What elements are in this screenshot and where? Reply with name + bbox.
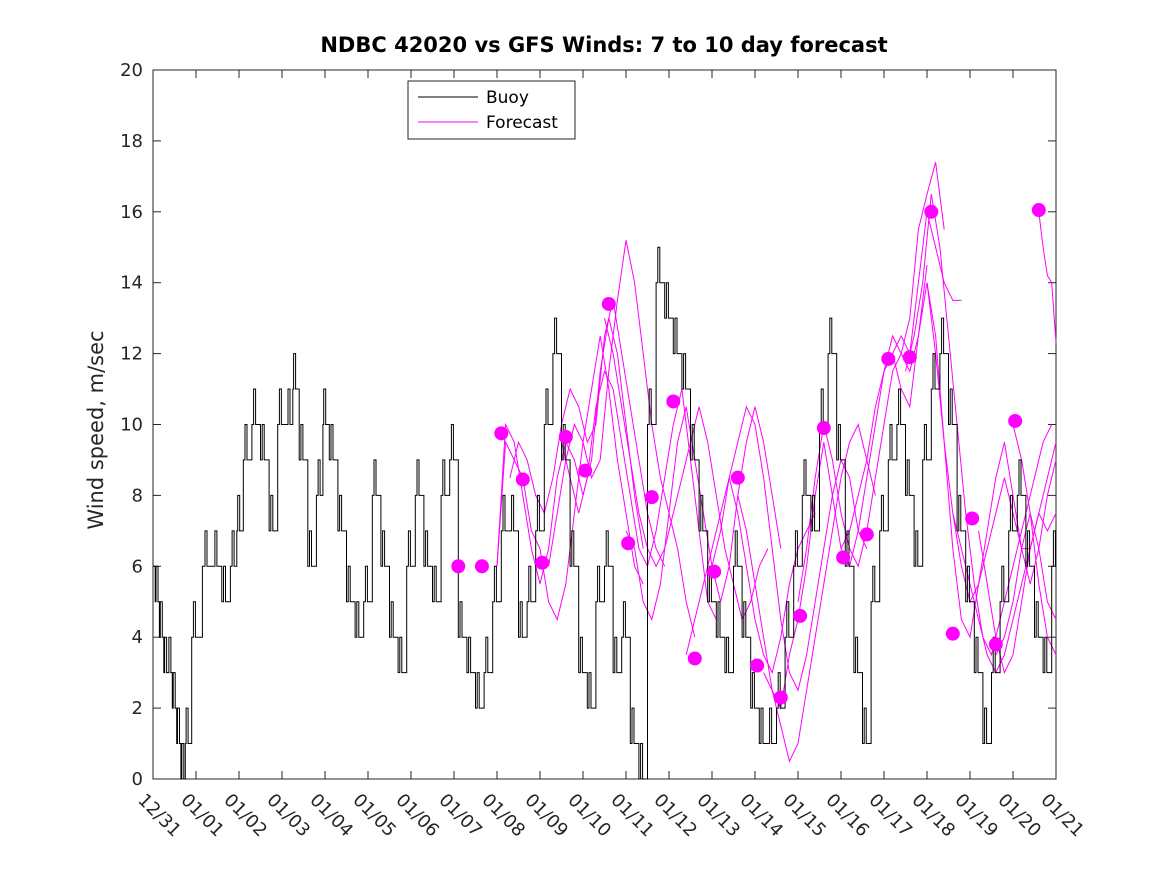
forecast-line	[496, 317, 644, 585]
buoy-line	[153, 246, 1056, 780]
forecast-marker	[494, 426, 509, 441]
forecast-line	[840, 211, 962, 549]
forecast-marker	[578, 463, 593, 478]
forecast-marker	[816, 421, 831, 436]
forecast-marker	[601, 296, 616, 311]
forecast-line	[1038, 211, 1057, 344]
forecast-marker	[474, 559, 489, 574]
forecast-marker	[1031, 203, 1046, 218]
forecast-line	[509, 300, 666, 567]
forecast-marker	[924, 204, 939, 219]
forecast-marker	[881, 351, 896, 366]
chart-title: NDBC 42020 vs GFS Winds: 7 to 10 day for…	[320, 33, 887, 57]
forecast-line	[1012, 424, 1057, 656]
forecast-line	[625, 406, 782, 621]
forecast-marker	[558, 429, 573, 444]
forecast-line	[737, 423, 876, 763]
forecast-marker	[793, 608, 808, 623]
forecast-line	[604, 317, 769, 621]
forecast-marker	[988, 637, 1003, 652]
forecast-marker	[621, 536, 636, 551]
forecast-marker	[730, 470, 745, 485]
forecast-marker	[773, 690, 788, 705]
forecast-line	[883, 282, 1031, 604]
legend-buoy-label: Buoy	[486, 88, 529, 108]
y-tick-label: 14	[120, 273, 143, 294]
forecast-marker	[945, 626, 960, 641]
forecast-marker	[451, 559, 466, 574]
y-tick-label: 2	[132, 698, 143, 719]
y-axis-label: Wind speed, m/sec	[84, 330, 108, 529]
y-tick-label: 4	[132, 627, 143, 648]
forecast-marker	[666, 394, 681, 409]
legend: Buoy Forecast	[407, 80, 576, 140]
forecast-line	[978, 511, 1057, 675]
y-tick-label: 18	[120, 131, 143, 152]
legend-box	[407, 80, 576, 140]
forecast-marker	[859, 527, 874, 542]
y-tick-label: 8	[132, 485, 143, 506]
forecast-line	[548, 240, 696, 638]
forecast-marker	[965, 511, 980, 526]
y-tick-label: 6	[132, 556, 143, 577]
y-tick-label: 0	[132, 769, 143, 790]
y-tick-label: 20	[120, 60, 143, 81]
forecast-marker	[1008, 413, 1023, 428]
forecast-marker	[515, 472, 530, 487]
forecast-marker	[750, 658, 765, 673]
forecast-marker	[902, 350, 917, 365]
y-tick-label: 12	[120, 344, 143, 365]
legend-forecast-label: Forecast	[486, 113, 558, 133]
y-tick-label: 10	[120, 415, 143, 436]
forecast-marker	[535, 555, 550, 570]
forecast-marker	[836, 550, 851, 565]
forecast-marker	[644, 490, 659, 505]
y-tick-label: 16	[120, 202, 143, 223]
forecast-marker	[687, 651, 702, 666]
forecast-marker	[707, 564, 722, 579]
